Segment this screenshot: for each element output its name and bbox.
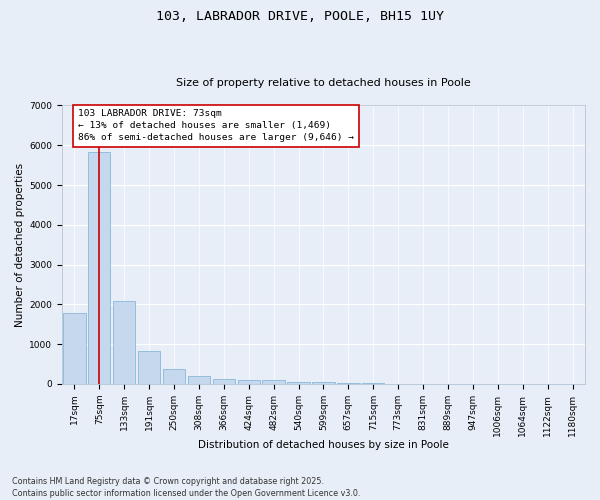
Bar	[88, 152, 110, 384]
Text: 103 LABRADOR DRIVE: 73sqm
← 13% of detached houses are smaller (1,469)
86% of se: 103 LABRADOR DRIVE: 73sqm ← 13% of detac…	[78, 110, 354, 142]
Bar	[238, 380, 260, 384]
Bar	[262, 380, 285, 384]
Title: Size of property relative to detached houses in Poole: Size of property relative to detached ho…	[176, 78, 471, 88]
Bar	[312, 382, 335, 384]
Text: Contains HM Land Registry data © Crown copyright and database right 2025.
Contai: Contains HM Land Registry data © Crown c…	[12, 476, 361, 498]
Bar	[163, 370, 185, 384]
Bar	[362, 383, 385, 384]
Bar	[287, 382, 310, 384]
Bar	[337, 383, 359, 384]
Bar	[138, 352, 160, 384]
Y-axis label: Number of detached properties: Number of detached properties	[15, 162, 25, 327]
Bar	[113, 301, 136, 384]
Text: 103, LABRADOR DRIVE, POOLE, BH15 1UY: 103, LABRADOR DRIVE, POOLE, BH15 1UY	[156, 10, 444, 23]
Bar	[63, 313, 86, 384]
X-axis label: Distribution of detached houses by size in Poole: Distribution of detached houses by size …	[198, 440, 449, 450]
Bar	[188, 376, 210, 384]
Bar	[212, 379, 235, 384]
